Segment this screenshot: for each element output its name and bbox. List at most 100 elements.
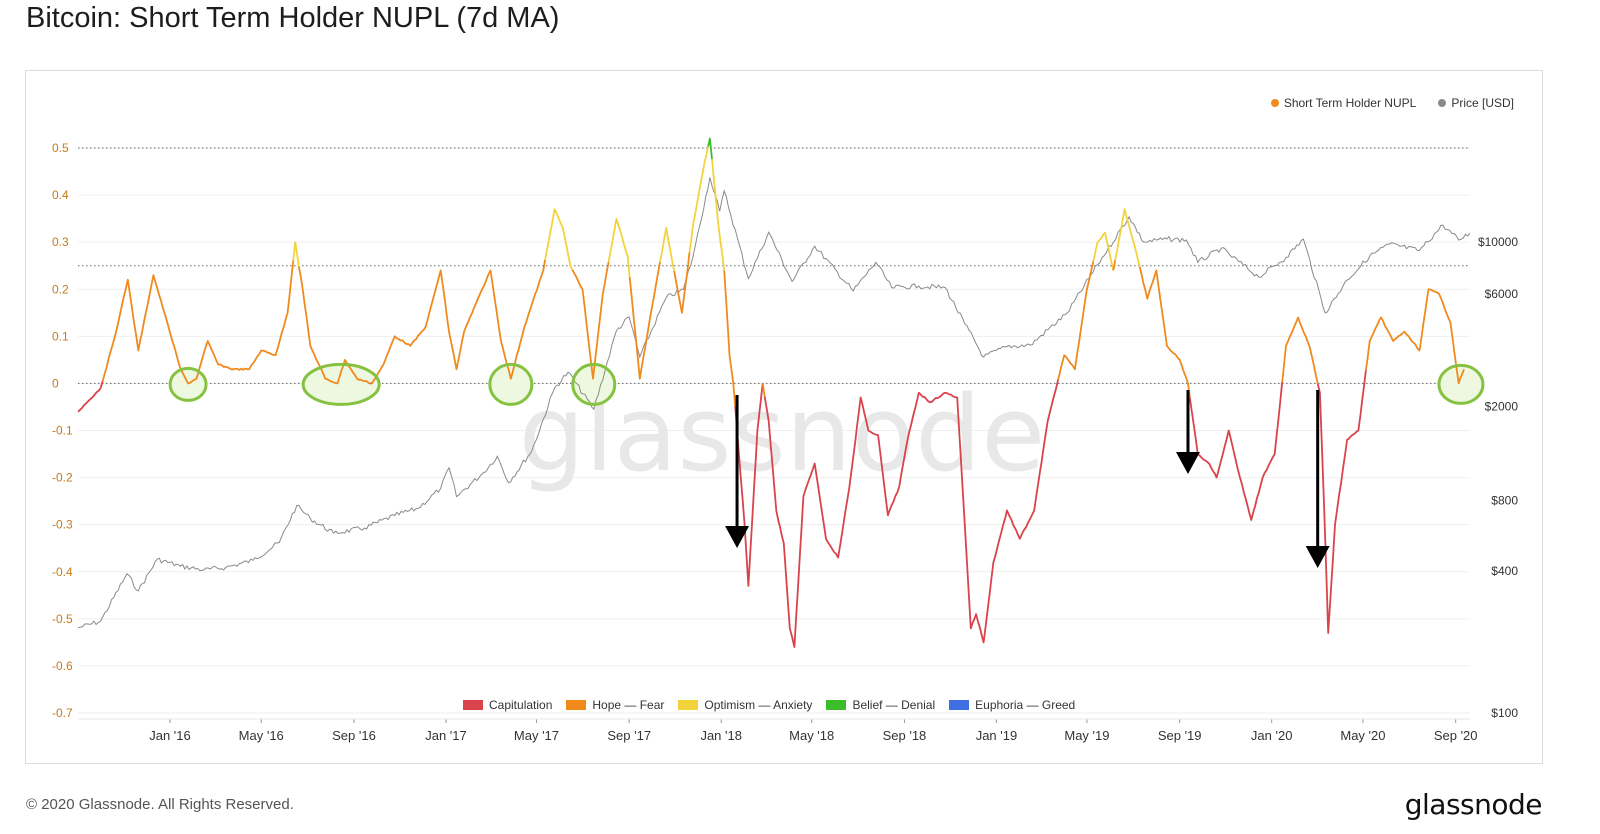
nupl-line-segment [1189, 381, 1284, 521]
legend-label: Price [USD] [1451, 96, 1514, 110]
nupl-line-segment [292, 241, 300, 267]
nupl-line-segment [688, 146, 709, 253]
legend-item-capitulation[interactable]: Capitulation [463, 698, 552, 712]
nupl-line-segment [707, 137, 713, 160]
nupl-line-segment [659, 227, 675, 272]
y-axis-right: $10000 $6000 $2000 $800 $400 $100 [1478, 235, 1518, 720]
nupl-line-segment [298, 266, 371, 385]
arrow-head [1175, 452, 1200, 474]
x-tick-label: May '20 [1340, 728, 1385, 743]
nupl-series [77, 137, 1465, 648]
price-line [77, 177, 1471, 629]
nupl-line-segment [571, 261, 610, 380]
nupl-line-segment [628, 261, 661, 380]
x-tick-label: Jan '17 [425, 728, 467, 743]
nupl-line-segment [734, 383, 764, 587]
y-right-tick-label: $2000 [1485, 400, 1519, 414]
highlight-circle-fill [489, 364, 532, 405]
legend-item-hope-fear[interactable]: Hope — Fear [566, 698, 664, 712]
x-tick-label: May '16 [239, 728, 284, 743]
y-right-tick-label: $400 [1491, 564, 1518, 578]
legend-swatch [826, 700, 847, 710]
y-tick-label: -0.7 [52, 706, 73, 720]
legend-label: Capitulation [489, 698, 553, 712]
y-right-tick-label: $10000 [1478, 235, 1518, 249]
nupl-line-segment [711, 159, 726, 271]
y-tick-label: 0.4 [52, 188, 69, 202]
legend-dot [1438, 99, 1447, 107]
nupl-line-segment [1057, 261, 1095, 380]
nupl-line-segment [607, 217, 631, 278]
highlight-circle-fill [303, 364, 380, 405]
legend-item-euphoria-greed[interactable]: Euphoria — Greed [949, 698, 1075, 712]
legend-item-belief-denial[interactable]: Belief — Denial [826, 698, 935, 712]
y-tick-label: 0.2 [52, 282, 69, 296]
y-tick-label: 0.5 [52, 141, 69, 155]
nupl-line-segment [1365, 288, 1465, 385]
copyright-footer: © 2020 Glassnode. All Rights Reserved. [26, 796, 294, 813]
x-tick-label: Sep '18 [883, 728, 927, 743]
legend-swatch [678, 700, 699, 710]
brand-logo: glassnode [1404, 788, 1543, 821]
legend-item-optimism-anxiety[interactable]: Optimism — Anxiety [678, 698, 812, 712]
legend-item-price[interactable]: Price [USD] [1438, 96, 1514, 110]
nupl-line-segment [1114, 208, 1141, 268]
nupl-line-segment [77, 380, 104, 413]
y-axis-left: 0.5 0.4 0.3 0.2 0.1 0 -0.1 -0.2 -0.3 -0.4 -0.5 -0.6… [52, 141, 73, 720]
y-right-tick-label: $800 [1491, 493, 1518, 507]
legend-label: Short Term Holder NUPL [1283, 96, 1417, 110]
highlight-circle [168, 366, 208, 402]
y-tick-label: 0.1 [52, 329, 69, 343]
legend-bottom: Capitulation Hope — Fear Optimism — Anxi… [463, 698, 1075, 712]
annotation-arrows [725, 390, 1330, 568]
legend-swatch [566, 700, 587, 710]
x-tick-label: May '19 [1064, 728, 1109, 743]
legend-swatch [949, 700, 970, 710]
y-tick-label: -0.4 [52, 565, 73, 579]
nupl-line-segment [101, 260, 295, 385]
x-tick-label: Jan '19 [976, 728, 1018, 743]
y-tick-label: 0 [52, 376, 59, 390]
y-tick-label: -0.5 [52, 612, 73, 626]
legend-dot [1270, 99, 1279, 107]
reference-lines [78, 147, 1470, 384]
y-right-tick-label: $100 [1491, 706, 1518, 720]
y-tick-label: -0.1 [52, 424, 73, 438]
y-tick-label: 0.3 [52, 235, 69, 249]
nupl-line-segment [1092, 231, 1115, 271]
nupl-line-segment [763, 379, 1059, 648]
x-tick-label: Jan '18 [700, 728, 742, 743]
highlight-circle [488, 362, 534, 406]
legend-top: Short Term Holder NUPL Price [USD] [1270, 96, 1514, 110]
highlight-circle [301, 362, 381, 406]
x-tick-label: Sep '16 [332, 728, 376, 743]
arrow-head [1305, 546, 1330, 568]
x-tick-label: Sep '20 [1434, 728, 1478, 743]
price-series [77, 177, 1471, 629]
chart-title: Bitcoin: Short Term Holder NUPL (7d MA) [26, 2, 560, 34]
arrow-head [725, 526, 750, 548]
x-tick-label: Jan '20 [1251, 728, 1293, 743]
legend-label: Optimism — Anxiety [704, 698, 813, 712]
legend-swatch [463, 700, 483, 710]
y-tick-label: -0.3 [52, 518, 73, 532]
legend-item-nupl[interactable]: Short Term Holder NUPL [1270, 96, 1417, 110]
nupl-line-segment [1316, 370, 1367, 634]
highlight-circle-fill [1438, 365, 1483, 404]
legend-label: Hope — Fear [592, 698, 665, 712]
nupl-line-segment [761, 383, 766, 397]
legend-label: Euphoria — Greed [975, 698, 1076, 712]
nupl-line-segment [371, 259, 546, 384]
x-tick-label: Sep '17 [607, 728, 651, 743]
x-tick-label: May '17 [514, 728, 559, 743]
nupl-line-segment [544, 208, 574, 271]
y-tick-label: -0.2 [52, 471, 73, 485]
chart-frame [25, 70, 1543, 764]
y-tick-label: -0.6 [52, 659, 73, 673]
highlight-circle [1437, 363, 1485, 405]
legend-label: Belief — Denial [852, 698, 936, 712]
x-tick-label: Sep '19 [1158, 728, 1202, 743]
x-axis: Jan '16 May '16 Sep '16 Jan '17 May '17 Sep '… [78, 718, 1478, 743]
nupl-line-segment [1112, 260, 1117, 271]
nupl-line-segment [1281, 316, 1319, 385]
